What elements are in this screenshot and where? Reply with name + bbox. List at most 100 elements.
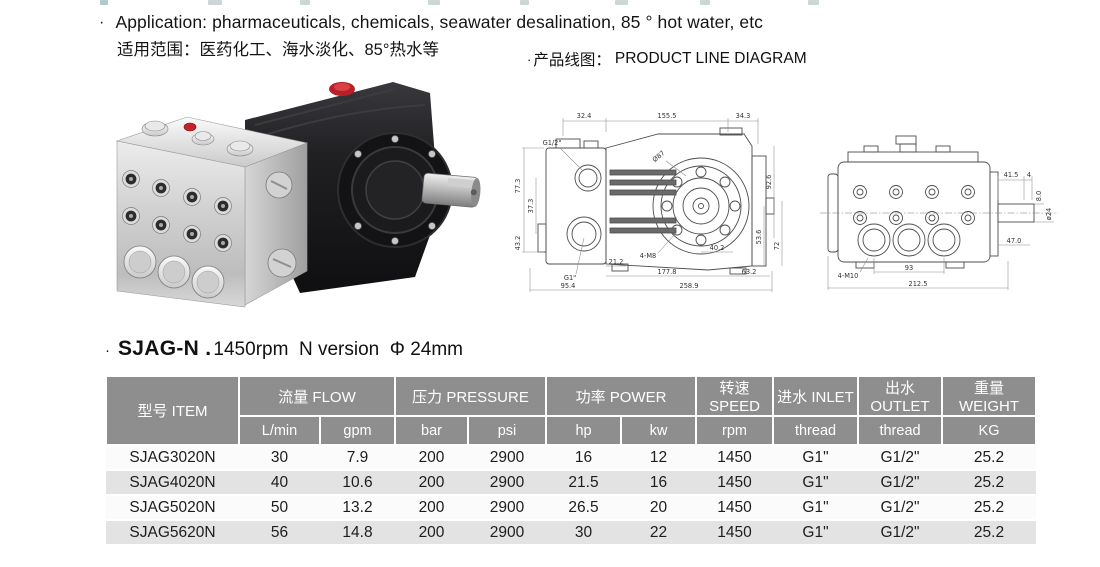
- product-line-en: PRODUCT LINE DIAGRAM: [614, 50, 807, 67]
- table-cell: 16: [621, 469, 697, 495]
- drawing-end-view: 41.5 4 8.0 ø24 47.0 93 4-M10 212.5: [820, 135, 1058, 290]
- table-cell: 2900: [468, 469, 547, 495]
- table-cell: G1": [773, 469, 859, 495]
- table-cell: 1450: [696, 444, 774, 470]
- table-cell: 1450: [696, 519, 774, 544]
- table-cell: 1450: [696, 469, 774, 495]
- sub-header-kw: kw: [620, 415, 698, 446]
- model-name: SJAG-N .: [118, 337, 212, 360]
- table-cell: 14.8: [320, 519, 395, 544]
- table-row: SJAG4020N 40 10.6 200 2900 21.5 16 1450 …: [106, 469, 1037, 495]
- dim-label: 40.2: [710, 244, 725, 252]
- application-text-en: Application: pharmaceuticals, chemicals,…: [115, 12, 764, 32]
- table-cell: 10.6: [320, 469, 395, 495]
- sub-header-psi: psi: [466, 415, 548, 446]
- dim-label: 93: [905, 264, 913, 272]
- sub-header-kg: KG: [941, 415, 1038, 446]
- cropped-content-artifact: [428, 0, 440, 5]
- dim-label: 258.9: [680, 282, 699, 290]
- dim-label: 155.5: [658, 112, 677, 120]
- table-cell: 22: [621, 519, 697, 544]
- head-side-plugs: [265, 171, 297, 278]
- col-header-flow: 流量 FLOW: [238, 375, 396, 417]
- dim-label: G1/2": [543, 139, 562, 147]
- dim-label: 77.3: [514, 179, 522, 194]
- bullet-icon: ·: [527, 51, 532, 67]
- dim-label: 21.2: [609, 258, 624, 266]
- head-red-cap: [183, 122, 197, 132]
- table-cell: G1/2": [858, 519, 943, 544]
- dim-label: G1": [564, 274, 576, 282]
- table-cell: 30: [239, 444, 320, 470]
- table-cell: 2900: [468, 444, 547, 470]
- table-cell: 25.2: [942, 469, 1037, 495]
- col-header-pressure: 压力 PRESSURE: [393, 375, 548, 417]
- dim-label: Ø87: [651, 149, 667, 164]
- drive-shaft: [421, 172, 481, 208]
- table-cell: SJAG5020N: [106, 494, 239, 520]
- table-cell: 12: [621, 444, 697, 470]
- drawing-side-view: 32.4 155.5 34.3 G1/2" 77.3 37.3 43.2 92.…: [514, 112, 783, 292]
- cropped-content-artifact: [208, 0, 222, 5]
- spec-table: 型号 ITEM 流量 FLOW 压力 PRESSURE 功率 POWER 转速 …: [105, 375, 1038, 544]
- head-plugs-row2: [122, 207, 232, 252]
- cropped-content-artifact: [100, 0, 108, 5]
- table-cell: 30: [546, 519, 622, 544]
- dim-label: 43.2: [514, 236, 522, 251]
- table-cell: 40: [239, 469, 320, 495]
- col-header-item: 型号 ITEM: [105, 375, 240, 446]
- dim-label: 72: [773, 242, 781, 250]
- sub-header-lmin: L/min: [238, 415, 321, 446]
- table-cell: 50: [239, 494, 320, 520]
- table-cell: 20: [621, 494, 697, 520]
- table-cell: 200: [395, 519, 468, 544]
- dim-label: 34.3: [736, 112, 751, 120]
- table-cell: G1": [773, 494, 859, 520]
- table-cell: 25.2: [942, 494, 1037, 520]
- table-cell: G1": [773, 519, 859, 544]
- section-title: · SJAG-N . 1450rpm N version Φ 24mm: [105, 337, 463, 361]
- dim-label: 95.4: [561, 282, 576, 290]
- table-cell: G1/2": [858, 494, 943, 520]
- col-header-outlet: 出水 OUTLET: [857, 375, 944, 417]
- table-cell: 13.2: [320, 494, 395, 520]
- dim-label: 41.5: [1004, 171, 1019, 179]
- cropped-content-artifact: [615, 0, 628, 5]
- product-line-caption: · 产品线图： PRODUCT LINE DIAGRAM: [527, 48, 807, 70]
- table-cell: 26.5: [546, 494, 622, 520]
- table-cell: SJAG4020N: [106, 469, 239, 495]
- table-header-sub-row: L/min gpm bar psi hp kw rpm thread threa…: [106, 415, 1038, 446]
- dim-label: 32.4: [577, 112, 592, 120]
- table-cell: 200: [395, 494, 468, 520]
- dim-label: 212.5: [909, 280, 928, 288]
- col-header-inlet: 进水 INLET: [772, 375, 860, 417]
- head-valve-caps: [123, 245, 225, 299]
- dim-label: 4-M8: [640, 252, 656, 260]
- col-header-power: 功率 POWER: [545, 375, 698, 417]
- table-cell: 7.9: [320, 444, 395, 470]
- col-header-weight: 重量 WEIGHT: [941, 375, 1038, 417]
- sub-header-rpm: rpm: [695, 415, 775, 446]
- table-row: SJAG5620N 56 14.8 200 2900 30 22 1450 G1…: [106, 519, 1037, 544]
- cropped-content-artifact: [520, 0, 529, 5]
- product-line-zh: 产品线图：: [533, 52, 611, 69]
- table-cell: G1": [773, 444, 859, 470]
- dim-label: 92.6: [765, 175, 773, 190]
- dim-label: 4-M10: [838, 272, 859, 280]
- table-cell: SJAG5620N: [106, 519, 239, 544]
- pump-photo: [115, 82, 481, 308]
- dim-label: 53.6: [755, 230, 763, 245]
- dim-label: 63.2: [742, 268, 757, 276]
- table-row: SJAG3020N 30 7.9 200 2900 16 12 1450 G1"…: [106, 444, 1037, 470]
- table-cell: G1/2": [858, 444, 943, 470]
- sub-header-hp: hp: [545, 415, 623, 446]
- col-header-speed: 转速 SPEED: [695, 375, 775, 417]
- table-header-group-row: 型号 ITEM 流量 FLOW 压力 PRESSURE 功率 POWER 转速 …: [105, 375, 1038, 446]
- cropped-content-artifact: [808, 0, 819, 5]
- table-cell: 2900: [468, 494, 547, 520]
- table-cell: G1/2": [858, 469, 943, 495]
- table-cell: 200: [395, 469, 468, 495]
- table-cell: 2900: [468, 519, 547, 544]
- cropped-content-artifact: [700, 0, 710, 5]
